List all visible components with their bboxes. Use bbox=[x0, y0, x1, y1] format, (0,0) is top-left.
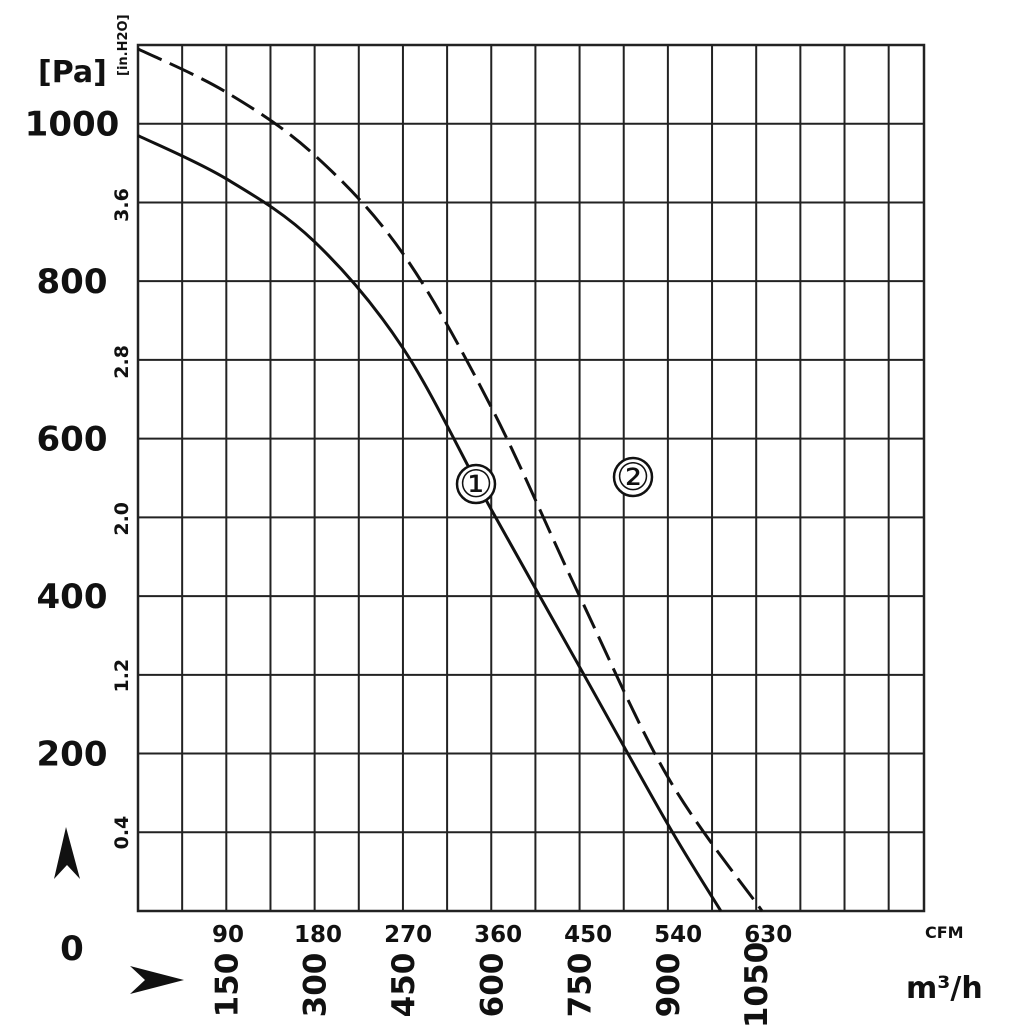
x-m3h-tick-label: 750 bbox=[563, 953, 599, 1018]
x-cfm-tick-label: 90 bbox=[212, 922, 244, 948]
svg-text:②: ② bbox=[616, 455, 650, 499]
series-2-line bbox=[137, 47, 764, 912]
y-inner-unit: [in.H2O] bbox=[116, 14, 131, 76]
axis-labels: 0 200 400 600 800 1000 0.4 1.2 2.0 2.8 3.6 90 180 270… bbox=[25, 105, 793, 1028]
x-m3h-tick-label: 1050 bbox=[739, 942, 775, 1028]
y-inner-tick-label: 2.8 bbox=[111, 345, 133, 379]
y-left-unit: [Pa] bbox=[38, 55, 107, 90]
x-m3h-tick-label: 450 bbox=[386, 953, 422, 1018]
up-arrow-icon bbox=[54, 827, 80, 879]
series-1-line bbox=[137, 134, 723, 912]
x-cfm-tick-label: 630 bbox=[744, 922, 792, 948]
y-left-tick-label: 0 bbox=[60, 929, 84, 969]
y-left-tick-label: 600 bbox=[37, 420, 108, 460]
x-cfm-tick-label: 450 bbox=[564, 922, 612, 948]
x-cfm-unit: CFM bbox=[925, 923, 964, 942]
x-m3h-unit: m³/h bbox=[906, 971, 983, 1006]
x-m3h-tick-label: 900 bbox=[651, 953, 687, 1018]
y-inner-tick-label: 0.4 bbox=[111, 816, 133, 850]
series-1-marker: ① bbox=[455, 462, 497, 506]
right-arrow-icon bbox=[130, 966, 184, 994]
x-m3h-tick-label: 150 bbox=[209, 953, 245, 1018]
x-m3h-tick-label: 300 bbox=[298, 953, 334, 1018]
x-cfm-tick-label: 180 bbox=[294, 922, 342, 948]
curves bbox=[137, 47, 764, 912]
series-2-marker: ② bbox=[612, 455, 654, 499]
y-inner-tick-label: 2.0 bbox=[111, 502, 133, 536]
y-left-tick-label: 1000 bbox=[25, 105, 120, 145]
y-left-tick-label: 800 bbox=[37, 262, 108, 302]
y-inner-tick-label: 3.6 bbox=[111, 188, 133, 222]
x-cfm-tick-label: 360 bbox=[474, 922, 522, 948]
x-cfm-tick-label: 540 bbox=[654, 922, 702, 948]
svg-text:①: ① bbox=[459, 462, 493, 506]
x-cfm-tick-label: 270 bbox=[384, 922, 432, 948]
y-inner-tick-label: 1.2 bbox=[111, 659, 133, 693]
y-left-tick-label: 400 bbox=[37, 577, 108, 617]
grid bbox=[138, 45, 924, 911]
y-left-tick-label: 200 bbox=[37, 735, 108, 775]
x-m3h-tick-label: 600 bbox=[474, 953, 510, 1018]
plot-frame bbox=[136, 43, 926, 913]
